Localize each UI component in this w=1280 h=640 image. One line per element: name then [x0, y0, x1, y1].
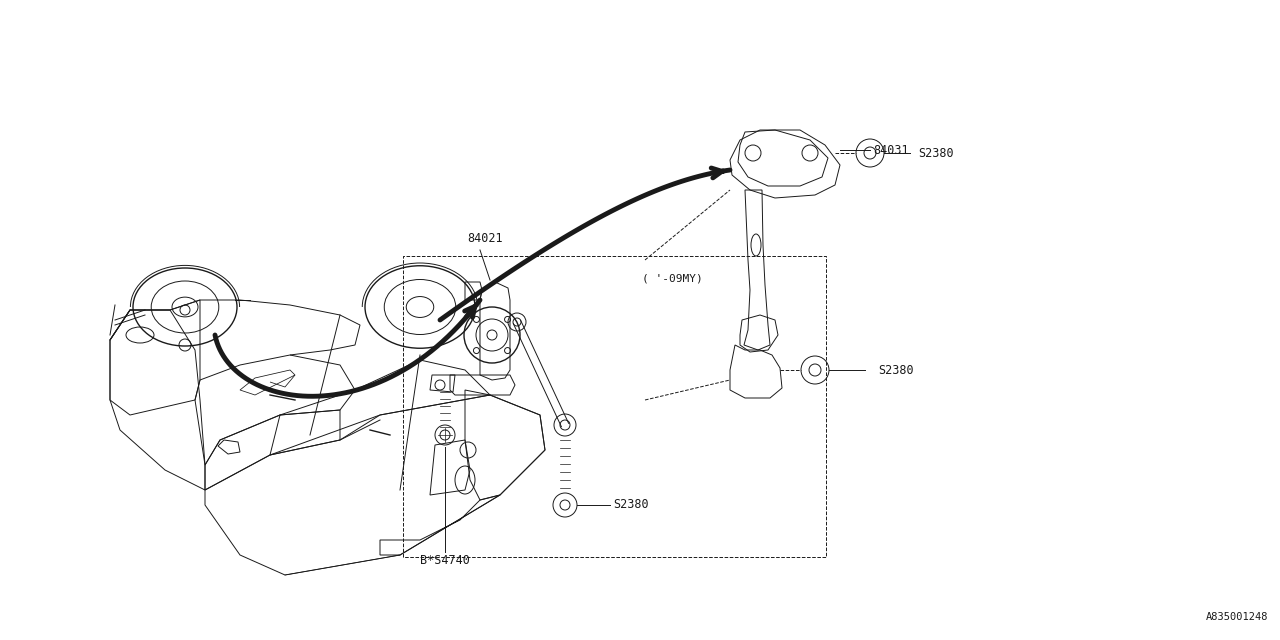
Text: S2380: S2380	[918, 147, 954, 159]
Text: 84031: 84031	[873, 143, 909, 157]
Text: A835001248: A835001248	[1206, 612, 1268, 622]
Text: 84021: 84021	[467, 232, 503, 245]
Text: S2380: S2380	[613, 499, 649, 511]
Text: B*S4740: B*S4740	[420, 554, 470, 566]
Text: S2380: S2380	[878, 364, 914, 376]
Text: ( '-09MY): ( '-09MY)	[641, 273, 703, 284]
